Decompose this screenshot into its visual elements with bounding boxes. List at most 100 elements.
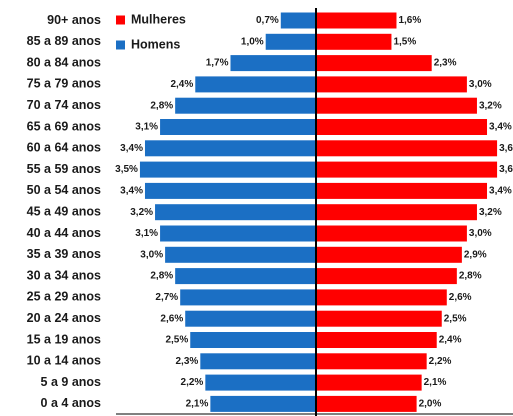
value-label: 2,8%: [150, 100, 173, 111]
bar: [139, 161, 316, 178]
category-label: 20 a 24 anos: [27, 311, 101, 325]
bar: [195, 76, 316, 93]
value-label: 3,4%: [489, 122, 512, 133]
category-label: 80 a 84 anos: [27, 55, 101, 69]
category-label: 0 a 4 anos: [41, 396, 101, 410]
bar: [200, 353, 316, 370]
value-label: 1,5%: [393, 36, 416, 47]
value-label: 3,6%: [499, 164, 513, 175]
value-label: 2,1%: [186, 399, 209, 410]
value-label: 2,8%: [150, 271, 173, 282]
value-label: 2,5%: [444, 313, 467, 324]
value-label: 2,3%: [434, 58, 457, 69]
value-label: 3,0%: [469, 79, 492, 90]
category-label: 85 a 89 anos: [27, 34, 101, 48]
value-label: 2,2%: [429, 356, 452, 367]
category-label: 15 a 19 anos: [27, 332, 101, 346]
bar: [280, 12, 316, 29]
value-label: 1,0%: [241, 36, 264, 47]
bar: [160, 119, 316, 135]
value-label: 3,0%: [469, 228, 492, 239]
value-label: 3,4%: [120, 186, 143, 197]
bar: [180, 289, 316, 306]
bar: [316, 161, 498, 178]
bar: [316, 76, 467, 93]
bar: [190, 332, 316, 348]
value-label: 2,5%: [165, 335, 188, 346]
value-label: 2,4%: [439, 335, 462, 346]
category-label: 55 a 59 anos: [27, 162, 101, 176]
bar: [316, 310, 442, 327]
bar: [230, 55, 316, 72]
bar: [265, 33, 316, 50]
bar: [210, 395, 316, 412]
bar: [175, 268, 316, 285]
bar: [316, 204, 477, 221]
category-label: 5 a 9 anos: [41, 375, 101, 389]
category-label: 60 a 64 anos: [27, 141, 101, 155]
value-label: 2,4%: [170, 79, 193, 90]
value-label: 2,7%: [155, 292, 178, 303]
category-label: 35 a 39 anos: [27, 247, 101, 261]
bar: [316, 225, 467, 242]
value-label: 2,6%: [160, 313, 183, 324]
value-label: 2,6%: [449, 292, 472, 303]
bar: [316, 268, 457, 285]
bar: [316, 182, 488, 199]
value-label: 3,2%: [130, 207, 153, 218]
bar: [165, 246, 316, 263]
category-label: 40 a 44 anos: [27, 226, 101, 240]
value-label: 2,1%: [424, 377, 447, 388]
bar: [316, 55, 432, 72]
bar: [316, 246, 462, 263]
value-label: 3,6%: [499, 143, 513, 154]
category-label: 25 a 29 anos: [27, 290, 101, 304]
bar: [316, 395, 417, 412]
bar: [316, 12, 397, 29]
category-label: 75 a 79 anos: [27, 77, 101, 91]
bar: [160, 225, 316, 242]
value-label: 3,5%: [115, 164, 138, 175]
bar: [316, 33, 392, 50]
value-label: 3,1%: [135, 122, 158, 133]
bar: [316, 332, 437, 348]
category-label: 45 a 49 anos: [27, 204, 101, 218]
value-label: 2,3%: [176, 356, 199, 367]
legend-swatch: [116, 40, 125, 50]
value-label: 2,2%: [181, 377, 204, 388]
bar: [155, 204, 316, 221]
value-label: 2,9%: [464, 249, 487, 260]
value-label: 0,7%: [256, 15, 279, 26]
bar: [144, 182, 316, 199]
category-label: 90+ anos: [47, 13, 101, 27]
category-label: 10 a 14 anos: [27, 354, 101, 368]
category-label: 30 a 34 anos: [27, 268, 101, 282]
bar: [205, 374, 316, 391]
legend-label: Homens: [131, 37, 180, 51]
bar: [316, 119, 488, 135]
value-label: 1,7%: [206, 58, 229, 69]
value-label: 2,0%: [419, 399, 442, 410]
value-label: 3,4%: [489, 186, 512, 197]
value-label: 1,6%: [398, 15, 421, 26]
bar: [316, 289, 447, 306]
legend-swatch: [116, 15, 125, 25]
bar: [144, 140, 316, 157]
bar: [175, 97, 316, 114]
value-label: 3,2%: [479, 207, 502, 218]
bar: [316, 140, 498, 157]
value-label: 3,0%: [140, 249, 163, 260]
bar: [185, 310, 316, 327]
bar: [316, 97, 477, 114]
value-label: 3,2%: [479, 100, 502, 111]
category-label: 70 a 74 anos: [27, 98, 101, 112]
bar: [316, 374, 422, 391]
legend-label: Mulheres: [131, 12, 186, 26]
value-label: 3,1%: [135, 228, 158, 239]
bar: [316, 353, 427, 370]
category-label: 50 a 54 anos: [27, 183, 101, 197]
category-label: 65 a 69 anos: [27, 119, 101, 133]
value-label: 3,4%: [120, 143, 143, 154]
value-label: 2,8%: [459, 271, 482, 282]
